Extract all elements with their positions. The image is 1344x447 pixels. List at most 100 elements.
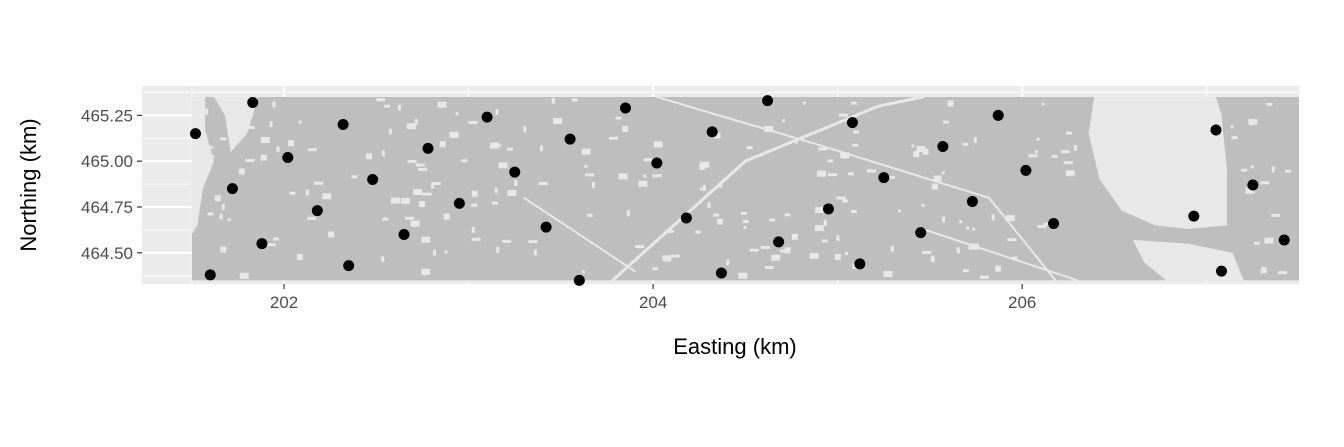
raster-gap-speck <box>507 147 514 151</box>
data-point <box>878 172 890 184</box>
raster-road <box>987 196 1057 282</box>
raster-gap-speck <box>622 126 629 133</box>
y-axis-ticks: 464.50 464.75 465.00 465.25 <box>81 106 142 263</box>
raster-gap-speck <box>1037 225 1047 229</box>
raster-gap-speck <box>1266 102 1273 106</box>
raster-gap-speck <box>471 190 478 197</box>
raster-gap-speck <box>1066 131 1073 135</box>
raster-gap-speck <box>1250 165 1254 169</box>
raster-gap-speck <box>1245 187 1255 194</box>
raster-gap-speck <box>422 192 432 196</box>
raster-gap-speck <box>1285 169 1292 173</box>
raster-gap-speck <box>791 233 798 240</box>
raster-road <box>611 159 747 282</box>
raster-gap-speck <box>296 254 303 261</box>
raster-gap-bottomright <box>1132 240 1244 281</box>
raster-gap-speck <box>1063 161 1073 165</box>
raster-gap-speck <box>1073 144 1077 151</box>
raster-gap-speck <box>740 211 747 215</box>
raster-gap-speck <box>840 152 850 159</box>
y-tick-label: 464.75 <box>81 198 133 217</box>
raster-gap-speck <box>1036 137 1040 141</box>
data-point <box>1215 265 1227 277</box>
raster-gap-speck <box>266 243 276 247</box>
raster-gap-speck <box>591 181 595 188</box>
data-point <box>422 142 434 154</box>
raster-gap-speck <box>528 240 538 244</box>
raster-gap-speck <box>1034 150 1038 154</box>
raster-gap-speck <box>495 109 499 116</box>
raster-gap-speck <box>1051 154 1058 158</box>
data-point <box>573 274 585 286</box>
raster-gap-speck <box>494 187 498 194</box>
raster-road <box>522 196 636 273</box>
raster-gap-speck <box>1271 213 1281 217</box>
raster-gap-speck <box>418 168 428 172</box>
raster-gap-speck <box>931 256 935 263</box>
data-point <box>1247 179 1259 191</box>
raster-gap-speck <box>695 230 702 234</box>
raster-gap-speck <box>1065 170 1075 177</box>
raster-gap-speck <box>867 169 871 173</box>
raster-gap-speck <box>713 213 720 217</box>
raster-gap-speck <box>382 217 389 221</box>
raster-gap-speck <box>670 254 680 258</box>
raster-gap-speck <box>615 116 622 120</box>
data-point <box>1020 164 1032 176</box>
raster-gap-speck <box>707 201 711 208</box>
data-point <box>966 196 978 207</box>
raster-gap-speck <box>652 267 659 271</box>
raster-gap-speck <box>1277 271 1287 275</box>
raster-gap-speck <box>1007 238 1017 242</box>
raster-gap-speck <box>1253 241 1260 245</box>
raster-gap-speck <box>1028 154 1038 158</box>
raster-gap-speck <box>760 245 770 249</box>
raster-gap-speck <box>922 250 932 254</box>
raster-gap-speck <box>1241 168 1248 172</box>
raster-gap-speck <box>916 146 926 153</box>
raster-gap-speck <box>809 252 819 259</box>
data-point <box>398 229 410 240</box>
raster-gap-speck <box>962 269 969 273</box>
raster-gap-speck <box>260 154 267 161</box>
raster-gap-speck <box>1260 267 1267 274</box>
raster-gap-speck <box>407 159 417 163</box>
raster-gap-speck <box>943 120 950 124</box>
raster-gap-speck <box>205 108 209 115</box>
raster-gap-speck <box>742 220 749 224</box>
data-point <box>846 117 858 129</box>
raster-gap-speck <box>814 225 824 232</box>
data-point <box>509 166 521 178</box>
raster-gap-speck <box>443 213 450 220</box>
raster-gap-speck <box>322 193 332 200</box>
raster-gap-speck <box>586 213 593 217</box>
raster-gap-speck <box>582 270 586 274</box>
raster-gap-speck <box>962 142 969 146</box>
raster-gap-speck <box>207 212 214 216</box>
raster-road <box>810 141 990 199</box>
raster-gap-speck <box>381 256 385 263</box>
data-point <box>564 133 576 145</box>
data-point <box>715 267 727 279</box>
raster-gap-speck <box>276 146 280 153</box>
raster-gap-speck <box>415 163 425 167</box>
raster-gap-speck <box>384 104 391 108</box>
raster-gap-speck <box>245 158 255 162</box>
raster-gap-speck <box>260 137 270 144</box>
raster-gap-speck <box>784 213 791 217</box>
raster-gap-speck <box>848 172 855 176</box>
raster-road <box>921 228 1079 282</box>
raster-gap-speck <box>400 197 410 204</box>
raster-gap-speck <box>643 174 647 178</box>
raster-gap-speck <box>769 218 776 222</box>
raster-gap-speck <box>764 265 774 269</box>
data-point <box>190 128 202 140</box>
raster-gap-speck <box>850 101 857 105</box>
raster-gap-speck <box>699 187 703 191</box>
raster-gap-speck <box>956 247 960 254</box>
data-point <box>256 238 268 250</box>
raster-gap-speck <box>853 130 860 134</box>
raster-gap-speck <box>238 168 245 175</box>
raster-gap-speck <box>817 170 827 177</box>
raster-gap-speck <box>305 189 309 196</box>
